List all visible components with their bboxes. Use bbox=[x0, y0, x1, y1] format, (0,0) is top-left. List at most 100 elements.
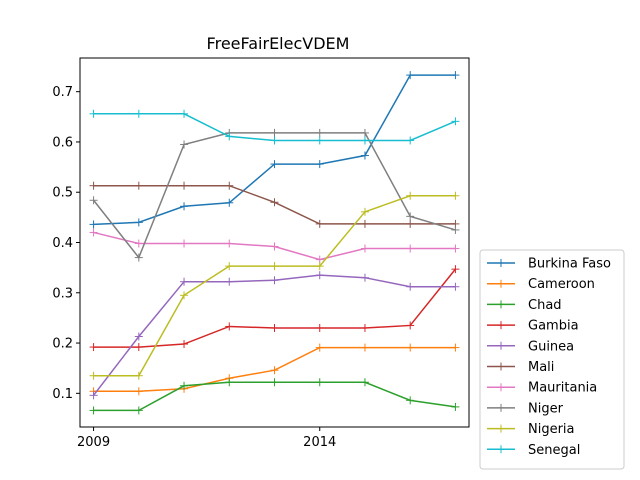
legend-label: Cameroon bbox=[528, 277, 595, 292]
data-point bbox=[406, 321, 415, 330]
data-point bbox=[315, 219, 324, 228]
data-point bbox=[180, 109, 189, 118]
data-point bbox=[451, 244, 460, 253]
series-cameroon bbox=[89, 343, 460, 396]
data-point bbox=[406, 396, 415, 405]
data-point bbox=[89, 343, 98, 352]
data-point bbox=[406, 282, 415, 291]
data-point bbox=[406, 136, 415, 145]
data-point bbox=[406, 219, 415, 228]
data-point bbox=[315, 262, 324, 271]
data-point bbox=[270, 276, 279, 285]
data-point bbox=[360, 323, 369, 332]
series-gambia bbox=[89, 265, 460, 352]
legend-frame bbox=[479, 249, 625, 470]
y-tick-label: 0.2 bbox=[52, 337, 73, 352]
y-tick-label: 0.3 bbox=[52, 286, 73, 301]
data-point bbox=[225, 378, 234, 387]
data-point bbox=[225, 181, 234, 190]
data-point bbox=[270, 262, 279, 271]
data-point bbox=[89, 196, 98, 205]
series-line bbox=[93, 381, 456, 412]
data-point bbox=[451, 282, 460, 291]
x-tick-label: 2009 bbox=[77, 435, 110, 450]
data-point bbox=[315, 378, 324, 387]
data-point bbox=[134, 387, 143, 396]
data-point bbox=[89, 181, 98, 190]
data-point bbox=[89, 406, 98, 415]
data-point bbox=[225, 322, 234, 331]
series-senegal bbox=[89, 109, 460, 145]
data-point bbox=[134, 406, 143, 415]
legend-item: Burkina Faso bbox=[487, 257, 611, 272]
data-point bbox=[360, 136, 369, 145]
legend-label: Mauritania bbox=[528, 381, 597, 396]
legend-label: Chad bbox=[528, 298, 562, 313]
legend-label: Nigeria bbox=[528, 422, 575, 437]
legend-label: Niger bbox=[528, 401, 564, 416]
data-point bbox=[180, 277, 189, 286]
data-point bbox=[134, 109, 143, 118]
data-point bbox=[360, 343, 369, 352]
data-point bbox=[315, 136, 324, 145]
data-point bbox=[134, 239, 143, 248]
data-point bbox=[360, 207, 369, 216]
data-point bbox=[315, 271, 324, 280]
data-point bbox=[406, 191, 415, 200]
data-point bbox=[360, 244, 369, 253]
data-point bbox=[451, 343, 460, 352]
axes: 0.1 0.2 0.3 0.4 0.5 0.6 0.7 2009 2014 bbox=[52, 85, 336, 450]
data-point bbox=[89, 109, 98, 118]
legend-item: Chad bbox=[487, 298, 562, 313]
data-point bbox=[89, 220, 98, 229]
data-point bbox=[270, 366, 279, 375]
data-point bbox=[360, 273, 369, 282]
legend-item: Senegal bbox=[487, 443, 580, 458]
data-point bbox=[134, 371, 143, 380]
legend-item: Mali bbox=[487, 360, 554, 375]
data-point bbox=[451, 191, 460, 200]
data-point bbox=[406, 343, 415, 352]
y-tick-label: 0.6 bbox=[52, 135, 73, 150]
data-point bbox=[270, 323, 279, 332]
data-point bbox=[134, 218, 143, 227]
legend-item: Guinea bbox=[487, 339, 574, 354]
data-point bbox=[225, 277, 234, 286]
data-point bbox=[225, 132, 234, 141]
data-point bbox=[180, 202, 189, 211]
data-point bbox=[180, 291, 189, 300]
data-point bbox=[315, 160, 324, 169]
data-point bbox=[270, 136, 279, 145]
series-guinea bbox=[89, 271, 460, 400]
data-point bbox=[89, 371, 98, 380]
legend-label: Guinea bbox=[528, 339, 574, 354]
legend-label: Mali bbox=[528, 360, 554, 375]
data-point bbox=[225, 262, 234, 271]
series-burkina-faso bbox=[89, 71, 460, 229]
data-point bbox=[180, 140, 189, 149]
data-point bbox=[134, 253, 143, 262]
data-point bbox=[225, 239, 234, 248]
legend-item: Gambia bbox=[487, 319, 579, 334]
data-point bbox=[134, 343, 143, 352]
data-point bbox=[270, 128, 279, 137]
series-chad bbox=[89, 378, 460, 415]
data-point bbox=[360, 378, 369, 387]
series-line bbox=[92, 274, 456, 396]
data-point bbox=[180, 381, 189, 390]
data-point bbox=[451, 71, 460, 80]
series-line bbox=[93, 195, 456, 377]
series-niger bbox=[89, 128, 460, 262]
plot-area bbox=[89, 71, 460, 415]
legend-label: Burkina Faso bbox=[528, 257, 611, 272]
data-point bbox=[180, 340, 189, 349]
data-point bbox=[315, 323, 324, 332]
data-point bbox=[225, 198, 234, 207]
series-mauritania bbox=[89, 228, 460, 264]
legend-item: Niger bbox=[487, 401, 564, 416]
data-point bbox=[451, 402, 460, 411]
data-point bbox=[270, 378, 279, 387]
data-point bbox=[180, 181, 189, 190]
data-point bbox=[315, 128, 324, 137]
